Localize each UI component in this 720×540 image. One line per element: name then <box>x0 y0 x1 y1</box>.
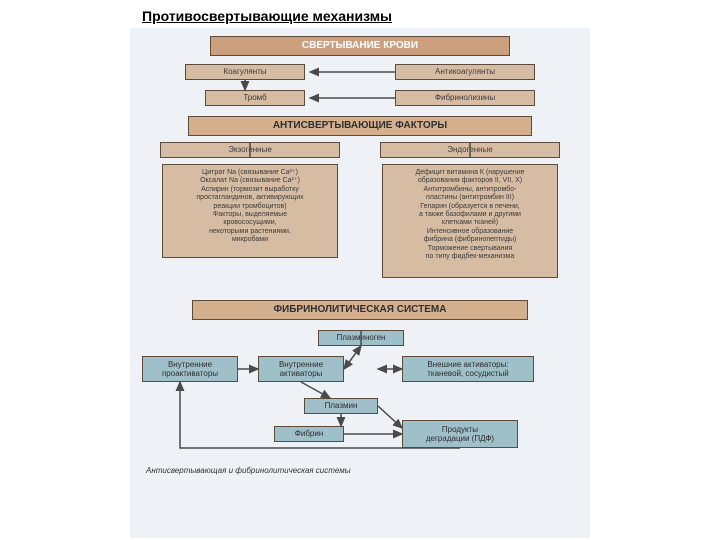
node-external-activators: Внешние активаторы:тканевой, сосудистый <box>402 356 534 382</box>
anticoag-factors-header: АНТИСВЕРТЫВАЮЩИЕ ФАКТОРЫ <box>188 116 532 136</box>
textblock-endogenous: Дефицит витамина К (нарушениеобразования… <box>382 164 558 278</box>
node-thrombus: Тромб <box>205 90 305 106</box>
diagram-caption: Антисвертывающая и фибринолитическая сис… <box>146 466 351 475</box>
node-plasminogen: Плазминоген <box>318 330 404 346</box>
page-title: Противосвертывающие механизмы <box>142 8 392 24</box>
node-plasmin: Плазмин <box>304 398 378 414</box>
node-endogenous: Эндогенные <box>380 142 560 158</box>
node-coagulants: Коагулянты <box>185 64 305 80</box>
textblock-exogenous: Цитрат Na (связывание Ca²⁺)Оксалат Na (с… <box>162 164 338 258</box>
node-exogenous: Экзогенные <box>160 142 340 158</box>
node-fibrinolysins: Фибринолизины <box>395 90 535 106</box>
page: Противосвертывающие механизмы СВЕРТЫВАНИ… <box>0 0 720 540</box>
node-internal-proactivators: Внутренниепроактиваторы <box>142 356 238 382</box>
node-degradation: Продуктыдеградации (ПДФ) <box>402 420 518 448</box>
fibrinolytic-header: ФИБРИНОЛИТИЧЕСКАЯ СИСТЕМА <box>192 300 528 320</box>
node-anticoagulants: Антикоагулянты <box>395 64 535 80</box>
node-fibrin: Фибрин <box>274 426 344 442</box>
coagulation-header: СВЕРТЫВАНИЕ КРОВИ <box>210 36 510 56</box>
node-internal-activators: Внутренниеактиваторы <box>258 356 344 382</box>
